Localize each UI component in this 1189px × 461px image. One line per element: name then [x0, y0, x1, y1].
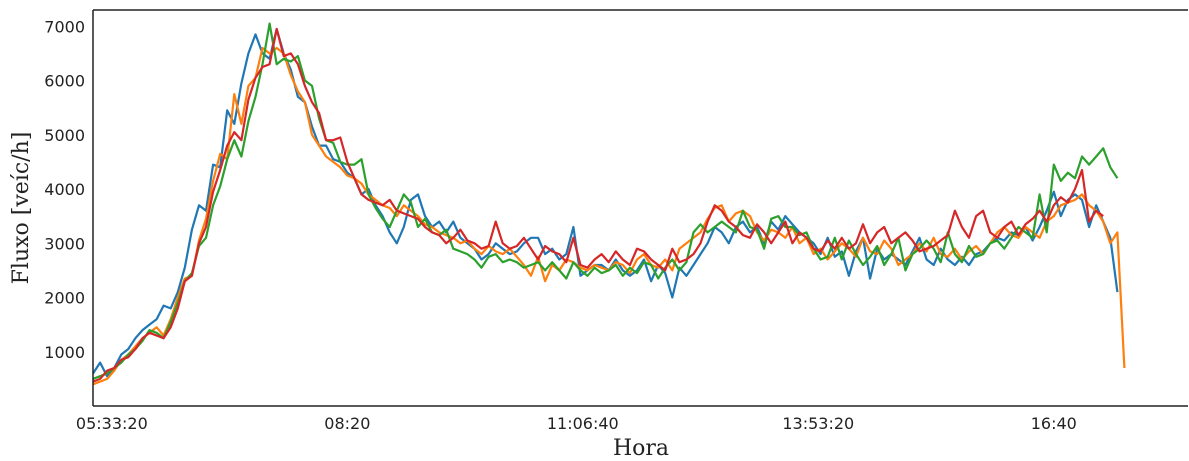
x-axis-ticks: 05:33:20 08:20 11:06:40 13:53:20 16:40 — [76, 414, 1077, 433]
y-tick-label: 4000 — [44, 180, 85, 199]
x-tick-label: 11:06:40 — [547, 414, 619, 433]
x-axis-title: Hora — [613, 436, 669, 461]
y-tick-label: 3000 — [44, 234, 85, 253]
y-tick-label: 5000 — [44, 126, 85, 145]
y-axis-ticks: 1000 2000 3000 4000 5000 6000 7000 — [44, 17, 85, 361]
y-tick-label: 7000 — [44, 17, 85, 36]
x-tick-label: 08:20 — [324, 414, 370, 433]
y-tick-label: 1000 — [44, 343, 85, 362]
x-tick-label: 05:33:20 — [76, 414, 148, 433]
y-axis-title: Fluxo [veíc/h] — [9, 132, 34, 285]
y-tick-label: 2000 — [44, 289, 85, 308]
x-tick-label: 16:40 — [1031, 414, 1077, 433]
x-tick-label: 13:53:20 — [782, 414, 854, 433]
plot-frame — [92, 9, 1188, 407]
y-tick-label: 6000 — [44, 72, 85, 91]
plot-background — [93, 10, 1189, 406]
series-lines — [92, 22, 1126, 386]
series-line-4 — [92, 27, 1104, 383]
